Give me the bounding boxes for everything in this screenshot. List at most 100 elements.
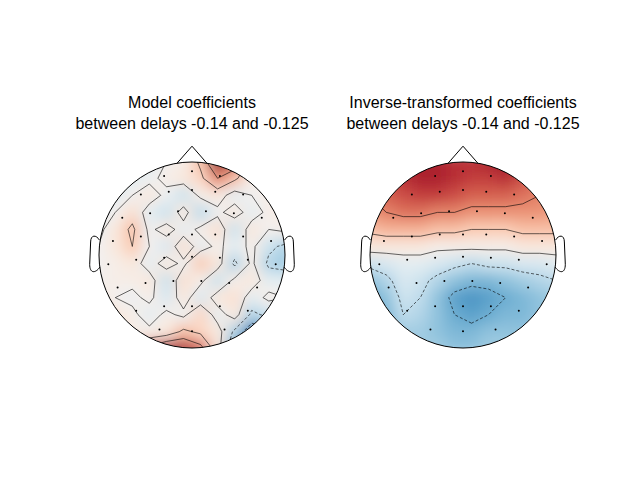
cell [395,153,413,171]
cell [446,323,464,341]
cell [497,289,515,307]
sensor [112,240,114,242]
ear [555,236,565,272]
cell [463,272,481,290]
cell [395,340,413,358]
cell [226,272,244,290]
cell [480,238,498,256]
sensor [513,235,515,237]
cell [209,340,227,358]
sensor [219,305,221,307]
cell [463,170,481,188]
nose [448,146,478,163]
sensor [383,240,385,242]
sensor [135,259,137,261]
cell [243,204,261,222]
cell [429,323,447,341]
sensor [191,305,193,307]
sensor [527,287,529,289]
cell [192,323,210,341]
cell [90,187,108,205]
cell [141,306,159,324]
cell [497,272,515,290]
cell [158,272,176,290]
head [370,162,556,348]
sensor [219,257,221,259]
cell [412,340,430,358]
sensor [177,210,179,212]
cell [480,323,498,341]
sensor [476,210,478,212]
cell [175,340,193,358]
sensor [233,212,235,214]
cell [90,340,108,358]
cell [429,306,447,324]
cell [124,204,142,222]
cell [361,340,379,358]
cell [514,221,532,239]
cell [226,238,244,256]
title: Inverse-transformed coefficientsbetween … [346,94,579,132]
sensor [490,175,492,177]
cell [395,238,413,256]
cell [378,340,396,358]
cell [192,153,210,171]
cell [395,221,413,239]
cell [226,153,244,171]
cell [514,289,532,307]
cell [260,153,278,171]
cell [514,204,532,222]
cell [412,204,430,222]
cell [141,272,159,290]
cell [378,221,396,239]
sensor [149,212,151,214]
sensor [270,240,272,242]
cell [531,170,549,188]
cell [361,289,379,307]
cell [124,238,142,256]
sensor [518,259,520,261]
sensor [163,257,165,259]
sensor [200,280,202,282]
cell [175,221,193,239]
sensor [256,287,258,289]
sensors [107,170,276,332]
cell [446,306,464,324]
sensor [495,328,497,330]
sensor [191,234,193,236]
cell [260,272,278,290]
cell [141,238,159,256]
sensor [443,280,445,282]
cell [277,238,295,256]
cell [378,170,396,188]
nose [177,146,207,163]
cell [158,204,176,222]
cell [260,238,278,256]
sensor [135,310,137,312]
cell [141,204,159,222]
cell [446,170,464,188]
cell [277,340,295,358]
cell [107,323,125,341]
sensor [224,328,226,330]
sensor [168,234,170,236]
cell [90,204,108,222]
cell [463,340,481,358]
sensor [140,235,142,237]
cell [480,340,498,358]
sensor [191,189,193,191]
contour-line [90,153,295,358]
sensor [434,305,436,307]
cell [446,272,464,290]
sensor [448,210,450,212]
cell [548,340,566,358]
cell [463,238,481,256]
contour-line [90,153,248,358]
cell [107,221,125,239]
cell [531,238,549,256]
cell [463,187,481,205]
sensor [219,175,221,177]
cell [497,255,515,273]
cell [378,323,396,341]
cell [497,340,515,358]
